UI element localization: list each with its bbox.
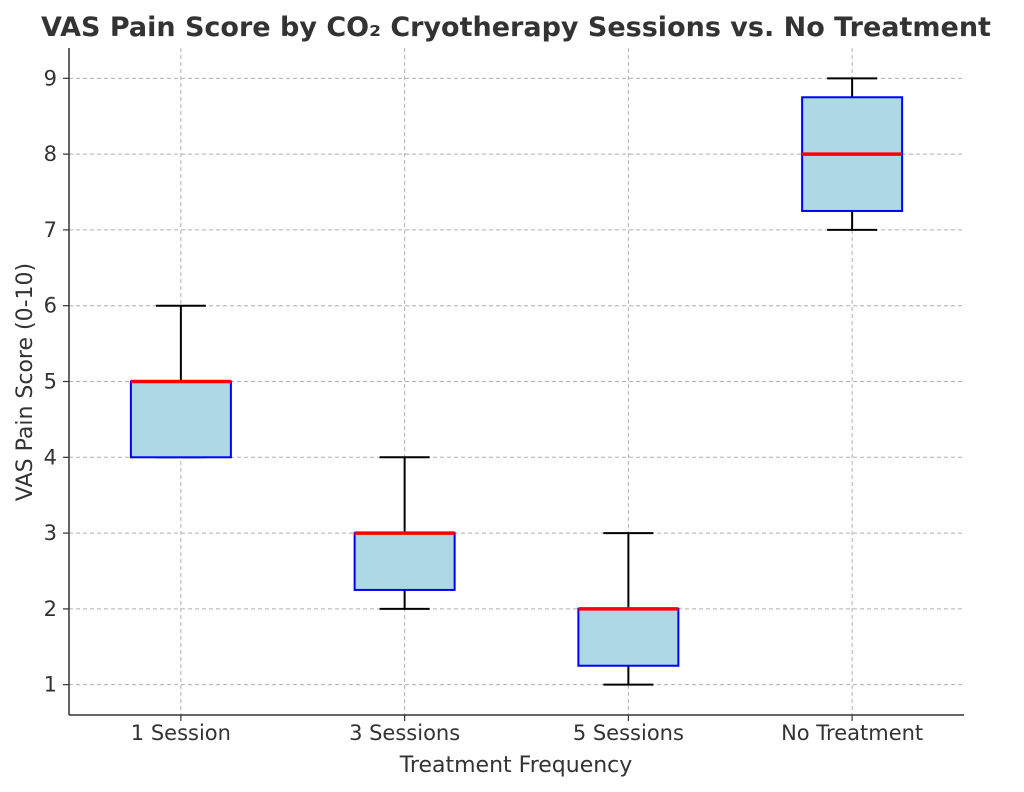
y-tick-label: 9 <box>44 66 57 90</box>
box-group <box>801 77 904 231</box>
y-tick-label: 2 <box>44 597 57 621</box>
y-tick-label: 4 <box>44 445 57 469</box>
x-axis-label: Treatment Frequency <box>399 753 633 778</box>
x-tick-label: 5 Sessions <box>573 721 684 745</box>
chart-title: VAS Pain Score by CO₂ Cryotherapy Sessio… <box>41 12 991 43</box>
box-group <box>129 304 232 459</box>
y-tick-label: 6 <box>44 294 57 318</box>
iqr-box <box>129 380 232 459</box>
x-tick-labels: 1 Session 3 Sessions 5 Sessions No Treatmen… <box>131 721 923 745</box>
y-tick-label: 7 <box>44 218 57 242</box>
y-tick-label: 8 <box>44 142 57 166</box>
iqr-box <box>577 607 680 667</box>
y-tick-label: 1 <box>44 673 57 697</box>
y-tick-label: 5 <box>44 370 57 394</box>
y-tick-label: 3 <box>44 521 57 545</box>
y-tick-labels: 1 2 3 4 5 6 7 8 9 <box>44 66 57 696</box>
x-tick-label: 3 Sessions <box>349 721 460 745</box>
x-tick-label: 1 Session <box>131 721 231 745</box>
y-axis-label: VAS Pain Score (0-10) <box>13 263 38 501</box>
box-series <box>129 77 904 686</box>
box-group <box>353 456 456 610</box>
box-group <box>577 532 680 686</box>
x-tick-label: No Treatment <box>781 721 923 745</box>
axes <box>63 48 964 721</box>
iqr-box <box>353 532 456 591</box>
